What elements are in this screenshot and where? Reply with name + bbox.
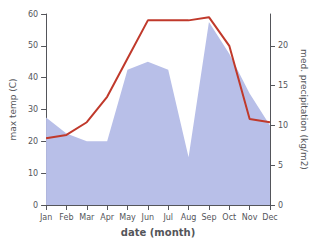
svg-text:20: 20: [278, 41, 288, 50]
svg-text:50: 50: [28, 41, 38, 50]
svg-text:Oct: Oct: [222, 213, 236, 222]
svg-text:0: 0: [278, 201, 283, 210]
svg-text:20: 20: [28, 137, 38, 146]
svg-text:10: 10: [278, 121, 288, 130]
svg-text:5: 5: [278, 161, 283, 170]
svg-text:Nov: Nov: [242, 213, 258, 222]
svg-text:May: May: [119, 213, 136, 222]
svg-text:med. precipitation (kg/m2): med. precipitation (kg/m2): [299, 49, 309, 170]
svg-text:0: 0: [33, 201, 38, 210]
svg-text:10: 10: [28, 169, 38, 178]
svg-text:Dec: Dec: [262, 213, 277, 222]
svg-text:40: 40: [28, 73, 38, 82]
svg-text:Aug: Aug: [181, 213, 197, 222]
svg-text:Feb: Feb: [59, 213, 73, 222]
svg-text:Jun: Jun: [141, 213, 155, 222]
svg-text:15: 15: [278, 81, 288, 90]
svg-text:Jan: Jan: [39, 213, 52, 222]
svg-text:date (month): date (month): [121, 227, 195, 238]
svg-text:Sep: Sep: [201, 213, 216, 222]
svg-text:max temp (C): max temp (C): [8, 78, 18, 140]
svg-text:Apr: Apr: [100, 213, 115, 222]
svg-text:Mar: Mar: [79, 213, 95, 222]
svg-text:Jul: Jul: [162, 213, 173, 222]
svg-text:30: 30: [28, 105, 38, 114]
svg-text:60: 60: [28, 10, 38, 19]
